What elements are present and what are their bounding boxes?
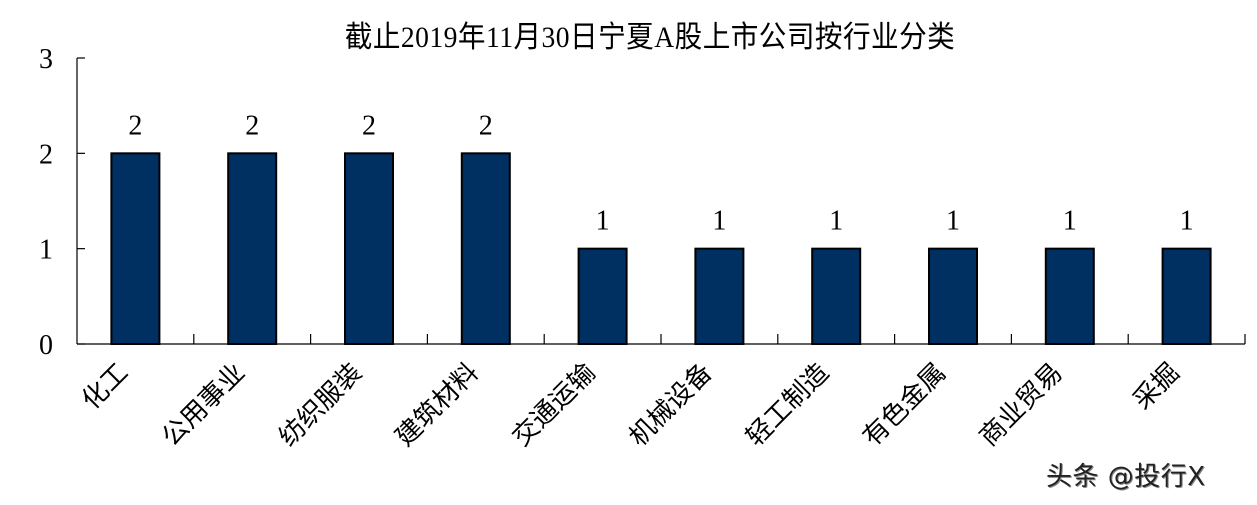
data-label: 2 [479, 110, 493, 141]
bar [577, 247, 628, 346]
y-tick-label: 1 [39, 235, 53, 266]
bar [1044, 247, 1095, 346]
bar [1161, 247, 1212, 346]
bar [928, 247, 978, 346]
watermark-text: 头条 @投行X [1046, 462, 1206, 492]
y-tick-label: 3 [39, 44, 53, 75]
x-tick-label: 纺织服装 [273, 358, 368, 453]
bar [694, 247, 745, 346]
chart-title: 截止2019年11月30日宁夏A股上市公司按行业分类 [344, 21, 956, 54]
x-tick-label: 商业贸易 [974, 358, 1069, 453]
bar [227, 152, 278, 345]
x-tick-label: 轻工制造 [740, 358, 835, 453]
data-label: 1 [712, 206, 726, 237]
data-label: 1 [1180, 206, 1194, 237]
data-label: 2 [245, 110, 259, 141]
x-axis-tick-labels: 化工 公用事业 纺织服装 建筑材料 交通运输 机械设备 轻工制造 有色金属 商业贸易 采掘 [76, 358, 1185, 453]
x-tick-label: 机械设备 [624, 358, 719, 453]
x-tick-label: 采掘 [1128, 358, 1186, 416]
y-axis-tick-labels: 0 1 2 3 [39, 44, 53, 361]
data-label: 1 [829, 206, 843, 237]
x-tick-label: 公用事业 [156, 358, 251, 453]
data-labels: 2 2 2 2 1 1 1 1 1 1 [128, 110, 1193, 236]
bar [460, 152, 511, 345]
x-tick-label: 交通运输 [507, 358, 602, 453]
x-tick-label: 化工 [76, 358, 134, 416]
x-tick-label: 建筑材料 [390, 358, 485, 453]
data-label: 1 [596, 206, 610, 237]
bar [110, 152, 161, 345]
y-tick-label: 2 [39, 139, 53, 170]
data-label: 2 [128, 110, 142, 141]
x-tick-label: 有色金属 [857, 358, 952, 453]
bar [811, 247, 862, 346]
data-label: 1 [1063, 206, 1077, 237]
data-label: 2 [362, 110, 376, 141]
bar [344, 152, 394, 345]
chart-bars [110, 152, 1212, 346]
data-label: 1 [946, 206, 960, 237]
y-tick-label: 0 [39, 330, 53, 361]
